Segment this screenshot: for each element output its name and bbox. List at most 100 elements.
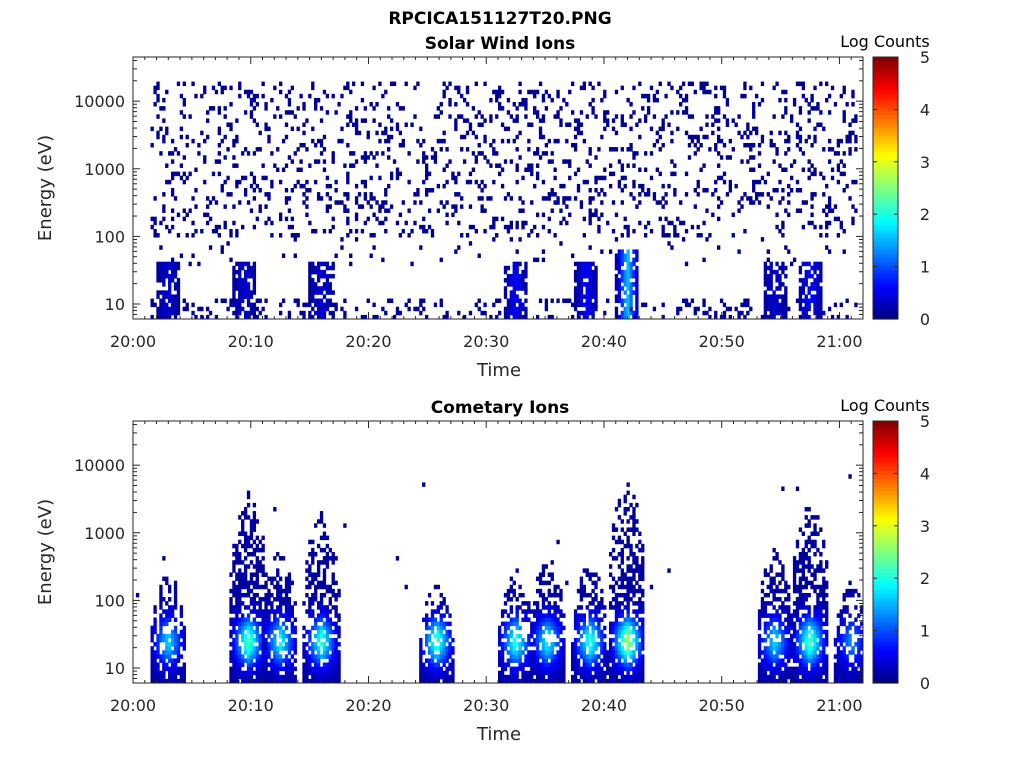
spectrogram-cell [252, 269, 257, 275]
spectrogram-cell [512, 642, 516, 647]
spectrogram-cell [538, 576, 543, 582]
spectrogram-cell [430, 617, 435, 622]
spectrogram-cell [232, 592, 236, 598]
spectrogram-cell [754, 93, 759, 99]
spectrogram-cell [506, 282, 511, 287]
spectrogram-cell [690, 138, 695, 144]
spectrogram-cell [322, 621, 327, 627]
spectrogram-cell [521, 617, 525, 622]
spectrogram-cell [316, 273, 321, 279]
colorbar-segment [873, 224, 898, 230]
x-tick-label: 20:30 [463, 332, 509, 351]
spectrogram-cell [170, 298, 175, 304]
spectrogram-cell [334, 629, 338, 635]
spectrogram-cell [241, 560, 245, 565]
spectrogram-cell [498, 171, 502, 177]
spectrogram-cell [281, 666, 286, 672]
spectrogram-cell [255, 584, 259, 590]
spectrogram-cell [296, 233, 300, 238]
spectrogram-cell [182, 298, 186, 304]
spectrogram-cell [162, 302, 166, 308]
spectrogram-cell [629, 617, 633, 622]
spectrogram-cell [524, 314, 528, 320]
spectrogram-cell [763, 658, 768, 663]
spectrogram-cell [775, 646, 779, 651]
spectrogram-cell [334, 621, 338, 627]
spectrogram-cell [591, 572, 595, 577]
spectrogram-cell [316, 617, 321, 622]
spectrogram-cell [781, 642, 785, 647]
spectrogram-cell [153, 670, 157, 676]
spectrogram-cell [632, 568, 636, 573]
spectrogram-cell [454, 85, 458, 91]
spectrogram-cell [170, 642, 175, 647]
spectrogram-cell [617, 498, 622, 504]
spectrogram-cell [766, 658, 770, 663]
spectrogram-cell [495, 89, 499, 95]
spectrogram-cell [314, 269, 318, 275]
spectrogram-cell [635, 204, 639, 209]
spectrogram-cell [810, 273, 814, 279]
spectrogram-cell [165, 580, 169, 586]
spectrogram-cell [316, 625, 321, 631]
spectrogram-cell [246, 592, 251, 598]
spectrogram-cell [319, 633, 324, 639]
spectrogram-cell [436, 114, 440, 119]
spectrogram-cell [550, 97, 554, 103]
spectrogram-cell [395, 126, 400, 132]
spectrogram-cell [778, 310, 782, 316]
spectrogram-cell [261, 629, 265, 635]
spectrogram-cell [182, 670, 186, 676]
spectrogram-cell [281, 588, 286, 594]
spectrogram-cell [334, 613, 338, 618]
spectrogram-cell [451, 637, 455, 643]
spectrogram-cell [229, 588, 233, 594]
spectrogram-cell [436, 621, 440, 627]
spectrogram-cell [451, 678, 455, 684]
spectrogram-cell [284, 609, 289, 614]
spectrogram-cell [387, 183, 391, 189]
spectrogram-cell [614, 278, 619, 283]
spectrogram-cell [314, 142, 318, 148]
spectrogram-cell [541, 678, 546, 684]
spectrogram-cell [366, 130, 370, 136]
spectrogram-cell [553, 674, 557, 680]
spectrogram-cell [290, 609, 294, 614]
spectrogram-cell [655, 97, 659, 103]
spectrogram-cell [241, 592, 245, 598]
spectrogram-cell [816, 286, 820, 291]
spectrogram-cell [635, 273, 639, 279]
spectrogram-cell [238, 666, 242, 672]
spectrogram-cell [156, 314, 160, 320]
spectrogram-cell [626, 666, 630, 672]
spectrogram-cell [538, 134, 543, 140]
spectrogram-cell [235, 674, 239, 680]
spectrogram-cell [229, 298, 233, 304]
spectrogram-cell [319, 642, 324, 647]
spectrogram-cell [670, 130, 674, 136]
spectrogram-cell [442, 93, 446, 99]
spectrogram-cell [500, 183, 505, 189]
spectrogram-cell [156, 666, 160, 672]
spectrogram-cell [363, 155, 367, 160]
spectrogram-cell [246, 535, 251, 541]
spectrogram-cell [252, 515, 257, 520]
spectrogram-cell [553, 192, 557, 197]
spectrogram-cell [255, 592, 259, 598]
spectrogram-cell [702, 220, 706, 226]
spectrogram-cell [460, 204, 464, 209]
spectrogram-cell [515, 642, 519, 647]
spectrogram-cell [617, 584, 622, 590]
spectrogram-cell [617, 502, 622, 508]
spectrogram-cell [503, 609, 508, 614]
spectrogram-cell [527, 678, 531, 684]
spectrogram-cell [322, 89, 327, 95]
spectrogram-cell [530, 654, 534, 659]
spectrogram-cell [719, 298, 724, 304]
spectrogram-cell [702, 163, 706, 168]
spectrogram-cell [442, 183, 446, 189]
spectrogram-cell [489, 114, 493, 119]
spectrogram-cell [553, 642, 557, 647]
spectrogram-cell [608, 625, 613, 631]
spectrogram-cell [638, 531, 642, 537]
